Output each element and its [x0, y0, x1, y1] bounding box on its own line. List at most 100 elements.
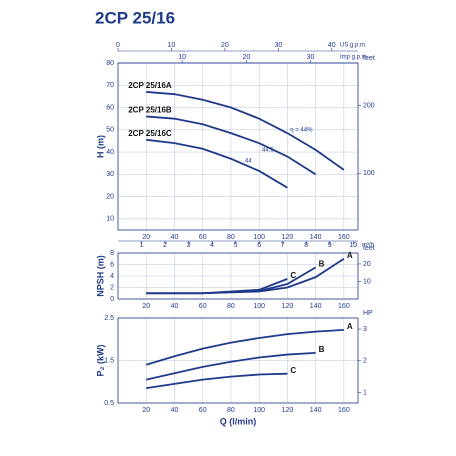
y-tick-label: 1.5 [104, 357, 114, 364]
x-tick-label: 140 [310, 303, 322, 310]
x2-tick-label: 10 [168, 42, 176, 49]
series-label: A [347, 251, 353, 260]
curve [146, 91, 345, 171]
curve [146, 115, 317, 176]
x2-tick-label: 0 [116, 42, 120, 49]
x4-tick-label: 10 [349, 242, 357, 249]
x-tick-label: 160 [338, 407, 350, 414]
x-tick-label: 60 [199, 303, 207, 310]
x-tick-label: 120 [282, 234, 294, 241]
x-tick-label: 20 [142, 407, 150, 414]
x-tick-label: 60 [199, 234, 207, 241]
curve [146, 372, 288, 390]
x-tick-label: 120 [282, 303, 294, 310]
x-tick-label: 40 [171, 234, 179, 241]
x4-tick-label: 5 [234, 242, 238, 249]
y-axis-label: H (m) [95, 135, 105, 158]
y-axis-label: NPSH (m) [95, 255, 105, 297]
y2-axis-label: feet [363, 245, 375, 252]
x3-tick-label: 10 [178, 54, 186, 61]
y-tick-label: 10 [106, 216, 114, 223]
y2-tick-label: 3 [363, 326, 367, 333]
y-tick-label: 60 [106, 104, 114, 111]
x-tick-label: 100 [253, 407, 265, 414]
x2-tick-label: 30 [274, 42, 282, 49]
x4-tick-label: 8 [304, 242, 308, 249]
y-tick-label: 0 [110, 296, 114, 303]
y-tick-label: 50 [106, 127, 114, 134]
x4-tick-label: 1 [140, 242, 144, 249]
y2-axis-label: feet [363, 55, 375, 62]
x4-tick-label: 6 [257, 242, 261, 249]
x-tick-label: 80 [227, 407, 235, 414]
x-tick-label: 80 [227, 234, 235, 241]
plot-frame [117, 317, 359, 404]
x-tick-label: 80 [227, 303, 235, 310]
y2-axis-label: HP [363, 310, 373, 317]
y-tick-label: 2.5 [104, 315, 114, 322]
y-tick-label: 8 [110, 250, 114, 257]
x-tick-label: 40 [171, 407, 179, 414]
y2-tick-label: 100 [363, 170, 375, 177]
y2-tick-label: 1 [363, 389, 367, 396]
plot-frame [117, 62, 359, 231]
annotation: η = 44% [290, 127, 313, 133]
annotation: 44 [245, 159, 252, 165]
x-tick-label: 160 [338, 303, 350, 310]
series-label: C [290, 271, 296, 280]
y2-tick-label: 2 [363, 358, 367, 365]
y-tick-label: 20 [106, 193, 114, 200]
series-label: B [319, 345, 325, 354]
series-label: 2CP 25/16B [128, 106, 172, 115]
x-tick-label: 140 [310, 407, 322, 414]
x2-tick-label: 40 [328, 42, 336, 49]
x4-tick-label: 7 [281, 242, 285, 249]
y2-tick-label: 200 [363, 102, 375, 109]
x3-tick-label: 30 [307, 54, 315, 61]
series-label: 2CP 25/16A [128, 81, 172, 90]
y-tick-label: 2 [110, 284, 114, 291]
x-tick-label: 40 [171, 303, 179, 310]
y-tick-label: 80 [106, 60, 114, 67]
chart-title: 2CP 25/16 [95, 8, 175, 27]
curve [145, 329, 344, 366]
series-label: C [290, 366, 296, 375]
series-label: A [347, 322, 353, 331]
x4-tick-label: 4 [210, 242, 214, 249]
x4-tick-label: 9 [328, 242, 332, 249]
x-tick-label: 160 [338, 234, 350, 241]
x-tick-label: 20 [142, 303, 150, 310]
x4-axis-label: m³/h [362, 243, 374, 249]
x3-axis-label: Imp g.p.m. [340, 55, 369, 61]
x-tick-label: 60 [199, 407, 207, 414]
y-tick-label: 4 [110, 273, 114, 280]
y-tick-label: 70 [106, 82, 114, 89]
y-axis-label: P₂ (kW) [95, 345, 105, 377]
y2-tick-label: 10 [363, 278, 371, 285]
x-tick-label: 140 [310, 234, 322, 241]
y-tick-label: 6 [110, 261, 114, 268]
x2-axis-label: US g.p.m. [340, 43, 367, 49]
x-tick-label: 120 [282, 407, 294, 414]
y2-tick-label: 20 [363, 261, 371, 268]
series-label: 2CP 25/16C [128, 129, 172, 138]
y-tick-label: 0.5 [104, 400, 114, 407]
x-tick-label: 100 [253, 303, 265, 310]
curve [146, 278, 288, 295]
y-tick-label: 40 [106, 149, 114, 156]
x-axis-label: Q (l/min) [220, 416, 257, 426]
series-label: B [319, 259, 325, 268]
x2-tick-label: 20 [221, 42, 229, 49]
x-tick-label: 100 [253, 234, 265, 241]
x-tick-label: 20 [142, 234, 150, 241]
x3-tick-label: 20 [242, 54, 250, 61]
y-tick-label: 30 [106, 171, 114, 178]
curve [146, 351, 316, 381]
annotation: 44.5 [262, 147, 274, 153]
x4-tick-label: 3 [187, 242, 191, 249]
x4-tick-label: 2 [163, 242, 167, 249]
plot-frame [117, 252, 359, 300]
curve [146, 138, 288, 189]
